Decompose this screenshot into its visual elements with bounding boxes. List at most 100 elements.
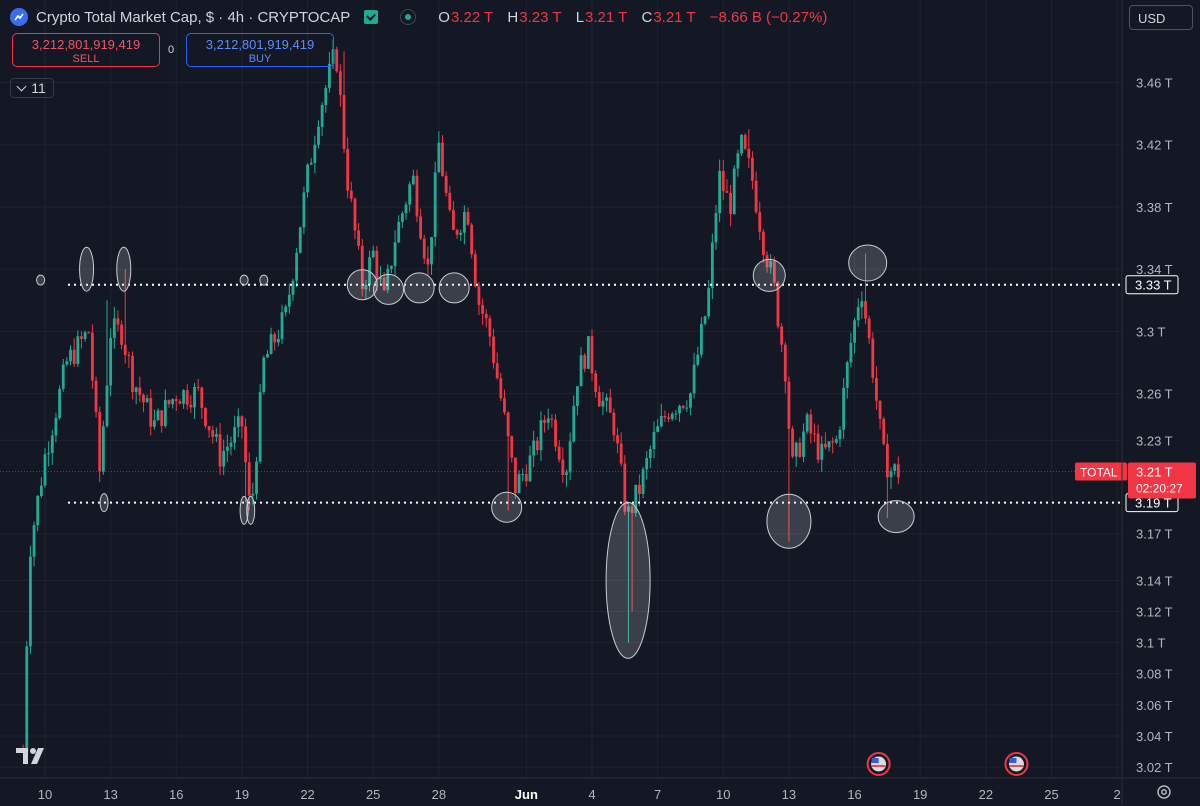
candle-body — [466, 211, 470, 225]
ohlc-low-key: L — [575, 8, 585, 26]
candle-body — [893, 464, 897, 472]
candle-body — [397, 221, 401, 243]
candle-body — [597, 391, 601, 407]
candle-body — [761, 231, 765, 256]
candle-body — [605, 397, 608, 401]
sell-button[interactable]: 3,212,801,919,419 SELL — [12, 33, 160, 67]
chevron-down-icon — [16, 81, 27, 92]
ohlc-readout: O3.22 T H3.23 T L3.21 T C3.21 T −8.66 B … — [438, 9, 827, 26]
us-event-flag-icon[interactable] — [866, 752, 891, 776]
candle-body — [400, 213, 404, 222]
candle-body — [481, 304, 484, 314]
candle-body — [287, 294, 291, 307]
candle-body — [415, 175, 419, 217]
candle-body — [39, 485, 43, 496]
candle-body — [878, 400, 882, 419]
candle-body — [630, 506, 634, 514]
candle-body — [204, 407, 207, 427]
y-tick-label: 3.04 T — [1136, 729, 1173, 744]
ohlc-low-value: 3.21 T — [585, 8, 628, 26]
y-tick-label: 3.02 T — [1136, 760, 1173, 775]
candle-body — [437, 142, 441, 173]
candle-body — [492, 336, 495, 364]
candle-body — [379, 277, 382, 280]
candle-body — [364, 284, 368, 290]
candle-body — [408, 184, 412, 205]
annotation-circle — [752, 258, 786, 292]
candle-body — [368, 257, 371, 285]
candle-body — [116, 318, 120, 325]
ohlc-high-key: H — [507, 8, 519, 26]
x-tick-label: 28 — [432, 787, 446, 802]
crypto-coin-icon[interactable] — [10, 8, 28, 26]
x-tick-label: 7 — [654, 787, 661, 802]
candle-body — [87, 332, 91, 334]
buy-button[interactable]: 3,212,801,919,419 BUY — [186, 33, 334, 67]
candle-body — [142, 394, 145, 403]
candle-body — [455, 230, 459, 235]
chart-header: Crypto Total Market Cap, $ · 4h · CRYPTO… — [10, 6, 827, 28]
candle-body — [612, 412, 616, 436]
candle-body — [328, 63, 331, 88]
symbol-title[interactable]: Crypto Total Market Cap, $ · 4h · CRYPTO… — [36, 8, 351, 26]
indicators-toggle-button[interactable]: 11 — [10, 78, 54, 98]
candle-body — [258, 392, 262, 462]
candle-body — [667, 417, 670, 420]
candle-body — [131, 355, 134, 392]
candle-body — [725, 191, 729, 193]
candle-body — [743, 135, 747, 149]
current-price-box — [1128, 462, 1196, 499]
candle-body — [849, 342, 853, 363]
candle-body — [153, 420, 156, 427]
candle-body — [721, 170, 725, 192]
candle-body — [240, 416, 244, 427]
candle-body — [83, 332, 87, 339]
candle-body — [645, 457, 649, 470]
candle-body — [91, 332, 94, 381]
candle-body — [411, 175, 415, 185]
ohlc-open-value: 3.22 T — [450, 8, 494, 26]
candle-body — [266, 353, 269, 358]
candle-body — [320, 104, 324, 127]
candle-body — [583, 355, 587, 369]
candle-body — [69, 349, 72, 362]
candle-body — [732, 168, 736, 215]
candle-body — [783, 344, 787, 382]
candle-body — [430, 237, 433, 265]
candle-body — [444, 175, 448, 193]
candle-body — [353, 198, 357, 231]
candle-body — [433, 172, 437, 238]
candle-body — [809, 414, 813, 434]
spread-value: 0 — [168, 44, 175, 56]
candle-body — [685, 407, 689, 409]
candle-body — [185, 390, 189, 405]
candle-body — [149, 398, 153, 427]
candle-body — [805, 414, 809, 432]
candle-body — [76, 336, 80, 364]
candle-body — [703, 316, 707, 324]
candle-body — [758, 212, 762, 232]
time-axis — [0, 778, 1122, 805]
candle-body — [798, 442, 802, 457]
gear-icon[interactable] — [1155, 783, 1173, 801]
annotation-circle — [877, 500, 915, 534]
x-tick-label: 10 — [716, 787, 730, 802]
market-flag-icon[interactable] — [364, 10, 379, 24]
candle-body — [163, 399, 167, 427]
annotation-circle — [766, 493, 812, 549]
us-event-flag-icon[interactable] — [1004, 752, 1029, 776]
candle-body — [623, 463, 627, 512]
candle-body — [247, 462, 251, 496]
currency-select[interactable]: USD — [1129, 5, 1193, 30]
price-axis — [1122, 0, 1200, 805]
candle-body — [222, 450, 226, 467]
level-label: 3.19 T — [1135, 496, 1172, 511]
candle-body — [885, 443, 889, 478]
candle-body — [539, 420, 543, 451]
candle-body — [831, 441, 835, 443]
x-tick-label: 22 — [300, 787, 314, 802]
candle-body — [357, 230, 361, 246]
candle-body — [772, 261, 776, 283]
y-tick-label: 3.12 T — [1136, 605, 1173, 620]
